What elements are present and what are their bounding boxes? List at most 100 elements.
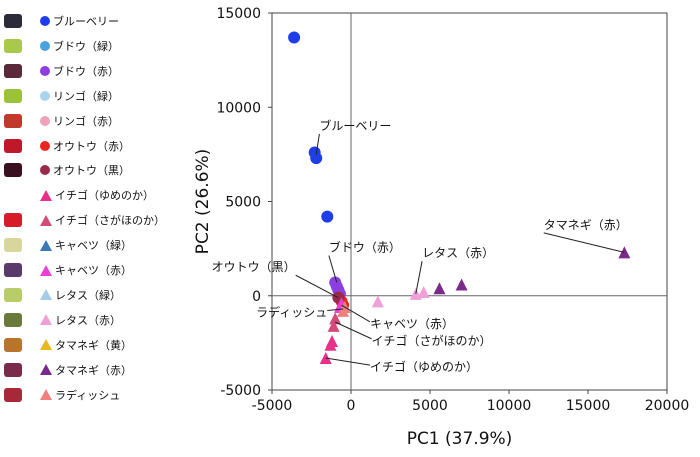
legend-item: イチゴ（さがほのか） <box>0 211 200 229</box>
data-point-triangle <box>335 297 348 310</box>
y-tick-label: 0 <box>252 289 261 305</box>
legend-thumbnail <box>4 14 22 28</box>
annotation-leader-line <box>315 133 320 155</box>
legend-item: ラディッシュ <box>0 386 200 404</box>
legend-circle-marker <box>40 65 50 76</box>
data-point-circle <box>332 284 345 297</box>
annotation-leader-line <box>415 261 423 294</box>
annotation-label: ブルーベリー <box>319 118 391 133</box>
data-point-circle <box>321 210 334 223</box>
legend-triangle-marker <box>40 314 52 326</box>
legend-label: キャベツ（赤） <box>55 264 132 277</box>
x-tick-label: -5000 <box>252 398 293 414</box>
annotation-leader-line <box>295 274 339 299</box>
legend-thumbnail <box>4 337 22 352</box>
legend-item: キャベツ（赤） <box>0 261 200 279</box>
data-point-circle <box>337 299 350 312</box>
annotation-leader-line <box>328 255 338 283</box>
data-point-triangle <box>319 351 332 364</box>
legend-label: オウトウ（赤） <box>53 139 130 153</box>
legend-triangle-marker <box>40 289 52 301</box>
legend-thumbnail <box>4 312 22 327</box>
legend-thumbnail <box>4 38 22 53</box>
x-axis-label: PC1 (37.9%) <box>407 429 513 449</box>
y-tick-label: -5000 <box>220 383 261 399</box>
data-point-triangle <box>433 282 446 295</box>
legend-thumbnail <box>4 238 22 253</box>
legend-thumbnail <box>4 287 22 302</box>
legend-item: イチゴ（ゆめのか） <box>0 186 200 204</box>
legend-circle-marker <box>40 40 50 51</box>
legend-label: レタス（赤） <box>55 313 121 327</box>
legend-label: ラディッシュ <box>55 388 121 402</box>
data-point-triangle <box>326 334 339 347</box>
annotation-label: ブドウ（赤） <box>329 239 401 254</box>
annotation-label: タマネギ（赤） <box>544 218 628 232</box>
legend-thumbnail <box>4 163 22 178</box>
legend-label: レタス（緑） <box>55 288 121 302</box>
data-point-triangle <box>618 246 631 259</box>
annotation-leader-line <box>334 321 372 340</box>
data-point-triangle <box>327 319 340 332</box>
data-point-triangle <box>329 312 342 325</box>
legend-thumbnail <box>4 263 22 277</box>
chart-legend: ブルーベリー ブドウ（緑） ブドウ（赤） リンゴ（緑） リンゴ（赤） オウトウ（赤） オウト… <box>0 0 200 457</box>
legend-triangle-marker <box>40 364 52 376</box>
annotation-leader-line <box>325 357 371 366</box>
annotation-leader-line <box>341 304 371 323</box>
legend-label: キャベツ（緑） <box>55 239 132 253</box>
data-point-circle <box>333 287 346 300</box>
data-point-triangle <box>338 301 351 314</box>
legend-circle-marker <box>40 140 50 151</box>
data-point-circle <box>329 276 342 289</box>
data-point-circle <box>308 146 321 159</box>
annotation-leader-line <box>327 308 344 311</box>
y-tick-label: 15000 <box>216 6 261 22</box>
legend-label: イチゴ（ゆめのか） <box>55 189 154 203</box>
x-tick-label: 10000 <box>487 398 532 414</box>
data-point-circle <box>335 295 348 308</box>
legend-thumbnail <box>4 113 22 128</box>
legend-label: ブルーベリー <box>53 15 119 28</box>
data-point-triangle <box>417 285 430 298</box>
legend-thumbnail <box>4 138 22 153</box>
legend-item: ブドウ（緑） <box>0 37 200 55</box>
data-point-triangle <box>409 287 422 300</box>
annotation-label: オウトウ（黒） <box>212 260 296 274</box>
legend-item: ブドウ（赤） <box>0 62 200 80</box>
data-point-circle <box>330 280 343 293</box>
data-point-circle <box>310 152 323 165</box>
legend-triangle-marker <box>40 339 52 351</box>
y-tick-label: 10000 <box>216 100 261 116</box>
x-tick-label: 0 <box>347 398 356 414</box>
legend-item: ブルーベリー <box>0 12 200 30</box>
data-point-triangle <box>337 304 350 317</box>
legend-triangle-marker <box>40 264 52 276</box>
annotation-label: イチゴ（さがほのか） <box>372 333 492 348</box>
x-tick-label: 20000 <box>645 398 690 414</box>
legend-thumbnail <box>4 387 22 402</box>
data-point-triangle <box>371 295 384 308</box>
legend-triangle-marker <box>40 214 52 226</box>
legend-label: ブドウ（赤） <box>53 64 119 78</box>
legend-item: レタス（赤） <box>0 311 200 329</box>
legend-item: リンゴ（緑） <box>0 87 200 105</box>
legend-label: オウトウ（黒） <box>53 164 130 178</box>
data-point-circle <box>288 31 301 44</box>
legend-circle-marker <box>40 16 50 26</box>
data-point-triangle <box>455 278 468 291</box>
legend-thumbnail <box>4 362 22 377</box>
annotation-label: キャベツ（赤） <box>370 317 454 331</box>
legend-thumbnail <box>4 188 22 203</box>
legend-thumbnail <box>4 88 22 103</box>
data-point-circle <box>332 291 345 304</box>
legend-circle-marker <box>40 115 50 126</box>
legend-item: キャベツ（緑） <box>0 236 200 254</box>
annotation-label: イチゴ（ゆめのか） <box>370 359 478 374</box>
legend-thumbnail <box>4 213 22 228</box>
legend-label: ブドウ（緑） <box>53 39 119 53</box>
annotation-leader-line <box>543 232 625 253</box>
legend-triangle-marker <box>40 189 52 201</box>
x-tick-label: 15000 <box>566 398 611 414</box>
